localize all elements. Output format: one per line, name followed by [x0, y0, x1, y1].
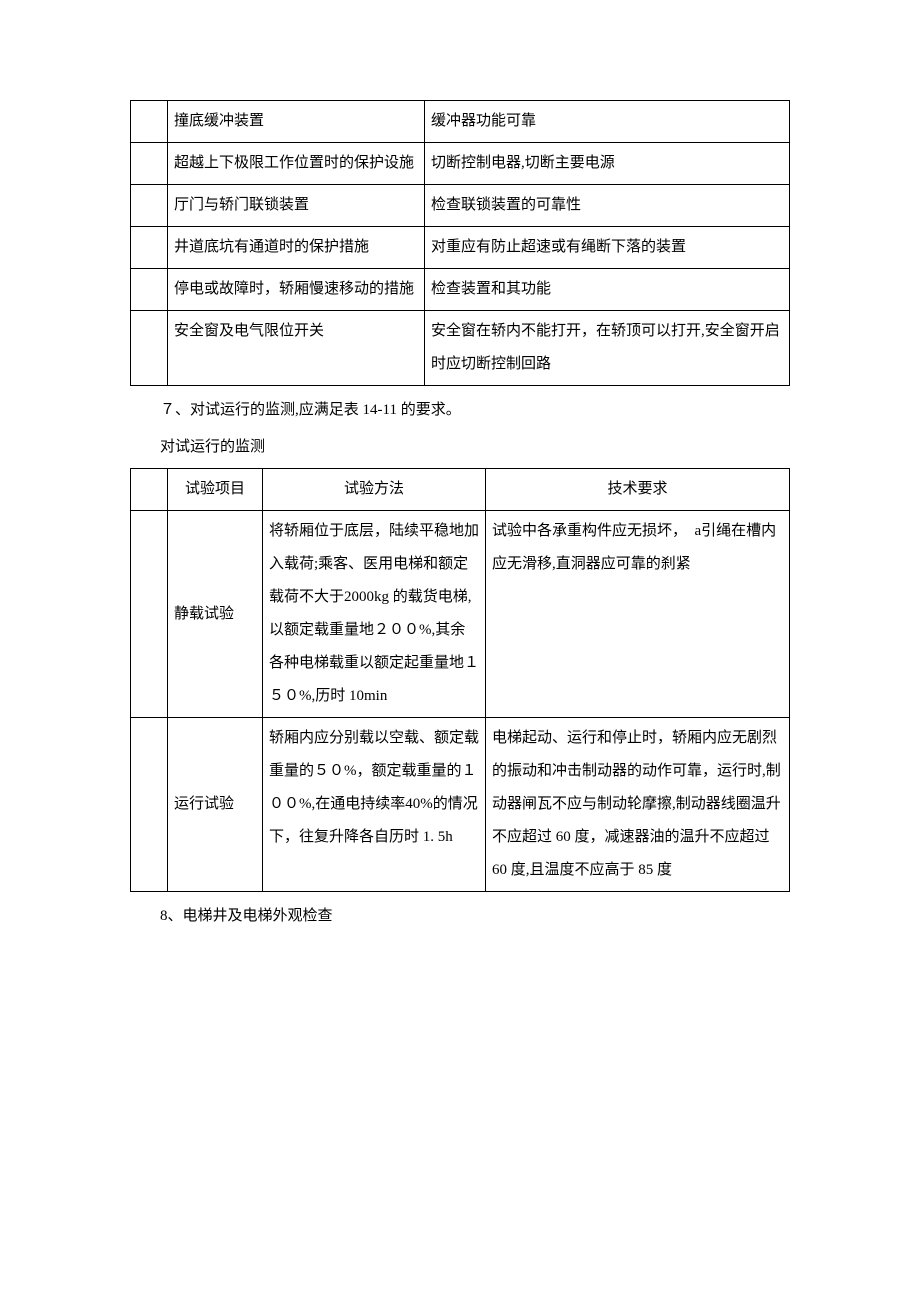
table-row: 运行试验 轿厢内应分别载以空载、额定载重量的５０%，额定载重量的１００%,在通电… [131, 718, 790, 892]
cell-blank [131, 101, 168, 143]
table-row: 超越上下极限工作位置时的保护设施 切断控制电器,切断主要电源 [131, 143, 790, 185]
cell-blank [131, 227, 168, 269]
paragraph-7-caption: 对试运行的监测 [130, 431, 790, 464]
safety-devices-table: 撞底缓冲装置 缓冲器功能可靠 超越上下极限工作位置时的保护设施 切断控制电器,切… [130, 100, 790, 386]
cell-blank [131, 185, 168, 227]
cell-blank [131, 311, 168, 386]
cell-blank [131, 511, 168, 718]
cell-requirement: 对重应有防止超速或有绳断下落的装置 [425, 227, 790, 269]
header-test-item: 试验项目 [168, 469, 263, 511]
table-row: 井道底坑有通道时的保护措施 对重应有防止超速或有绳断下落的装置 [131, 227, 790, 269]
cell-item: 井道底坑有通道时的保护措施 [168, 227, 425, 269]
table-row: 静载试验 将轿厢位于底层，陆续平稳地加入载荷;乘客、医用电梯和额定载荷不大于20… [131, 511, 790, 718]
cell-item: 停电或故障时，轿厢慢速移动的措施 [168, 269, 425, 311]
table-row: 停电或故障时，轿厢慢速移动的措施 检查装置和其功能 [131, 269, 790, 311]
table-row: 撞底缓冲装置 缓冲器功能可靠 [131, 101, 790, 143]
table-row: 安全窗及电气限位开关 安全窗在轿内不能打开，在轿顶可以打开,安全窗开启时应切断控… [131, 311, 790, 386]
paragraph-7: ７、对试运行的监测,应满足表 14-11 的要求。 [130, 394, 790, 427]
cell-item: 撞底缓冲装置 [168, 101, 425, 143]
cell-item: 安全窗及电气限位开关 [168, 311, 425, 386]
cell-blank [131, 718, 168, 892]
cell-tech-req: 电梯起动、运行和停止时，轿厢内应无剧烈的振动和冲击制动器的动作可靠，运行时,制动… [486, 718, 790, 892]
cell-test-method: 轿厢内应分别载以空载、额定载重量的５０%，额定载重量的１００%,在通电持续率40… [263, 718, 486, 892]
document-page: 撞底缓冲装置 缓冲器功能可靠 超越上下极限工作位置时的保护设施 切断控制电器,切… [0, 0, 920, 1302]
cell-test-item: 静载试验 [168, 511, 263, 718]
cell-test-method: 将轿厢位于底层，陆续平稳地加入载荷;乘客、医用电梯和额定载荷不大于2000kg … [263, 511, 486, 718]
cell-requirement: 安全窗在轿内不能打开，在轿顶可以打开,安全窗开启时应切断控制回路 [425, 311, 790, 386]
header-test-method: 试验方法 [263, 469, 486, 511]
cell-requirement: 切断控制电器,切断主要电源 [425, 143, 790, 185]
table-header-row: 试验项目 试验方法 技术要求 [131, 469, 790, 511]
cell-tech-req: 试验中各承重构件应无损坏， a引绳在槽内应无滑移,直洞器应可靠的刹紧 [486, 511, 790, 718]
cell-blank [131, 269, 168, 311]
header-blank [131, 469, 168, 511]
cell-requirement: 缓冲器功能可靠 [425, 101, 790, 143]
table-row: 厅门与轿门联锁装置 检查联锁装置的可靠性 [131, 185, 790, 227]
cell-requirement: 检查装置和其功能 [425, 269, 790, 311]
cell-blank [131, 143, 168, 185]
cell-item: 超越上下极限工作位置时的保护设施 [168, 143, 425, 185]
test-monitoring-table: 试验项目 试验方法 技术要求 静载试验 将轿厢位于底层，陆续平稳地加入载荷;乘客… [130, 468, 790, 892]
cell-item: 厅门与轿门联锁装置 [168, 185, 425, 227]
paragraph-8: 8、电梯井及电梯外观检查 [130, 900, 790, 933]
cell-requirement: 检查联锁装置的可靠性 [425, 185, 790, 227]
header-tech-req: 技术要求 [486, 469, 790, 511]
cell-test-item: 运行试验 [168, 718, 263, 892]
